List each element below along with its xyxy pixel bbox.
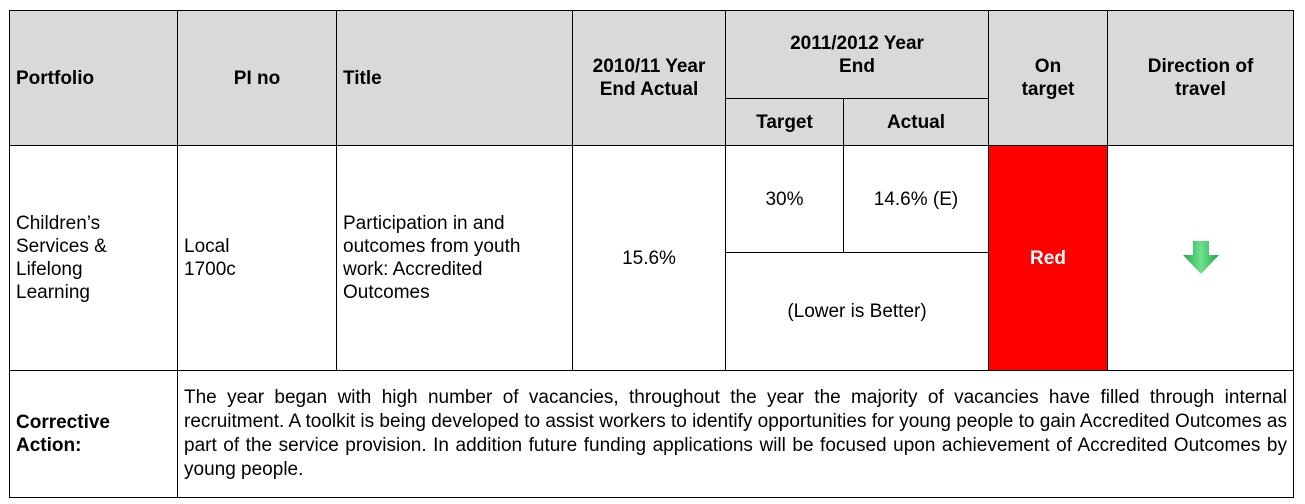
cell-text: Participation in and outcomes from youth… bbox=[343, 213, 521, 303]
header-text: Actual bbox=[886, 111, 946, 133]
cell-text: 14.6% (E) bbox=[873, 188, 959, 210]
cell-text: 30% bbox=[765, 188, 804, 210]
header-text: Title bbox=[343, 67, 382, 89]
cell: 30% bbox=[725, 145, 844, 253]
cell-text: (Lower is Better) bbox=[787, 301, 927, 322]
header-cell: Actual bbox=[843, 98, 989, 146]
header-cell: 2011/2012 Year End bbox=[725, 10, 989, 99]
down-arrow bbox=[1182, 241, 1219, 274]
header-text: On target bbox=[1021, 56, 1075, 100]
cell-text: The year began with high number of vacan… bbox=[184, 387, 1287, 480]
status-text: Red bbox=[1030, 247, 1066, 269]
cell-text: Corrective Action: bbox=[16, 412, 110, 456]
status-cell: Red bbox=[988, 145, 1108, 371]
cell: Participation in and outcomes from youth… bbox=[336, 145, 573, 371]
header-text: Target bbox=[756, 111, 813, 133]
cell: Corrective Action: bbox=[9, 370, 178, 498]
header-text: Direction of travel bbox=[1147, 56, 1254, 100]
header-text: 2010/11 Year End Actual bbox=[592, 56, 706, 100]
cell: (Lower is Better) bbox=[725, 252, 989, 371]
header-text: Portfolio bbox=[16, 67, 95, 89]
header-cell: PI no bbox=[177, 10, 337, 146]
header-cell: 2010/11 Year End Actual bbox=[572, 10, 726, 146]
cell: 15.6% bbox=[572, 145, 726, 371]
header-cell: Title bbox=[336, 10, 573, 146]
cell-text: Local 1700c bbox=[184, 236, 236, 280]
header-text: PI no bbox=[233, 67, 281, 89]
header-cell: Direction of travel bbox=[1107, 10, 1294, 146]
header-cell: On target bbox=[988, 10, 1108, 146]
header-cell: Target bbox=[725, 98, 844, 146]
cell: The year began with high number of vacan… bbox=[177, 370, 1294, 498]
cell: Children’s Services & Lifelong Learning bbox=[9, 145, 178, 371]
cell: Local 1700c bbox=[177, 145, 337, 371]
header-text: 2011/2012 Year End bbox=[790, 32, 924, 77]
header-cell: Portfolio bbox=[9, 10, 178, 146]
cell bbox=[1107, 145, 1294, 371]
cell: 14.6% (E) bbox=[843, 145, 989, 253]
cell-text: 15.6% bbox=[622, 247, 676, 269]
cell-text: Children’s Services & Lifelong Learning bbox=[16, 213, 107, 303]
